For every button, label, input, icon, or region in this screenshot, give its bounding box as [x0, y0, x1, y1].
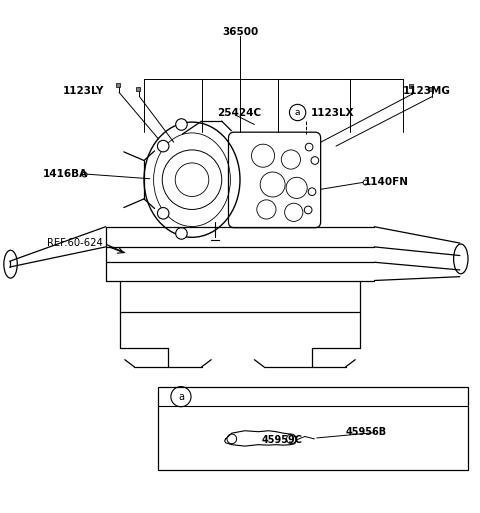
Text: 25424C: 25424C [217, 108, 261, 117]
Text: 45956B: 45956B [346, 427, 387, 437]
Circle shape [304, 206, 312, 214]
Circle shape [311, 156, 319, 164]
Text: 1140FN: 1140FN [364, 177, 409, 187]
Circle shape [308, 188, 316, 195]
Circle shape [287, 434, 296, 444]
Text: 1123MG: 1123MG [403, 86, 451, 96]
Circle shape [227, 434, 237, 444]
Circle shape [157, 141, 169, 152]
Text: REF.60-624: REF.60-624 [47, 238, 103, 248]
Circle shape [176, 228, 187, 239]
Bar [158, 387, 468, 470]
Circle shape [157, 208, 169, 219]
Circle shape [176, 119, 187, 130]
Text: 1123LY: 1123LY [62, 86, 104, 96]
Text: 45959C: 45959C [262, 435, 302, 445]
Text: 36500: 36500 [222, 27, 258, 37]
Circle shape [305, 143, 313, 151]
Text: 1416BA: 1416BA [43, 169, 88, 179]
Text: a: a [295, 108, 300, 117]
Text: a: a [178, 391, 184, 402]
Text: 1123LX: 1123LX [311, 108, 355, 117]
